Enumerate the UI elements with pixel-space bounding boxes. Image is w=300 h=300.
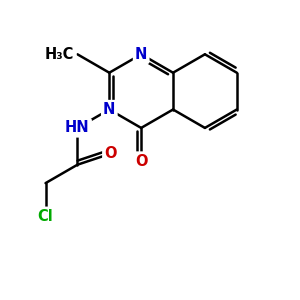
Text: N: N [135, 47, 147, 62]
Text: O: O [135, 154, 147, 169]
Text: O: O [104, 146, 117, 161]
Text: N: N [103, 102, 116, 117]
Text: H₃C: H₃C [45, 47, 74, 62]
Text: Cl: Cl [38, 209, 53, 224]
Text: HN: HN [65, 120, 90, 135]
